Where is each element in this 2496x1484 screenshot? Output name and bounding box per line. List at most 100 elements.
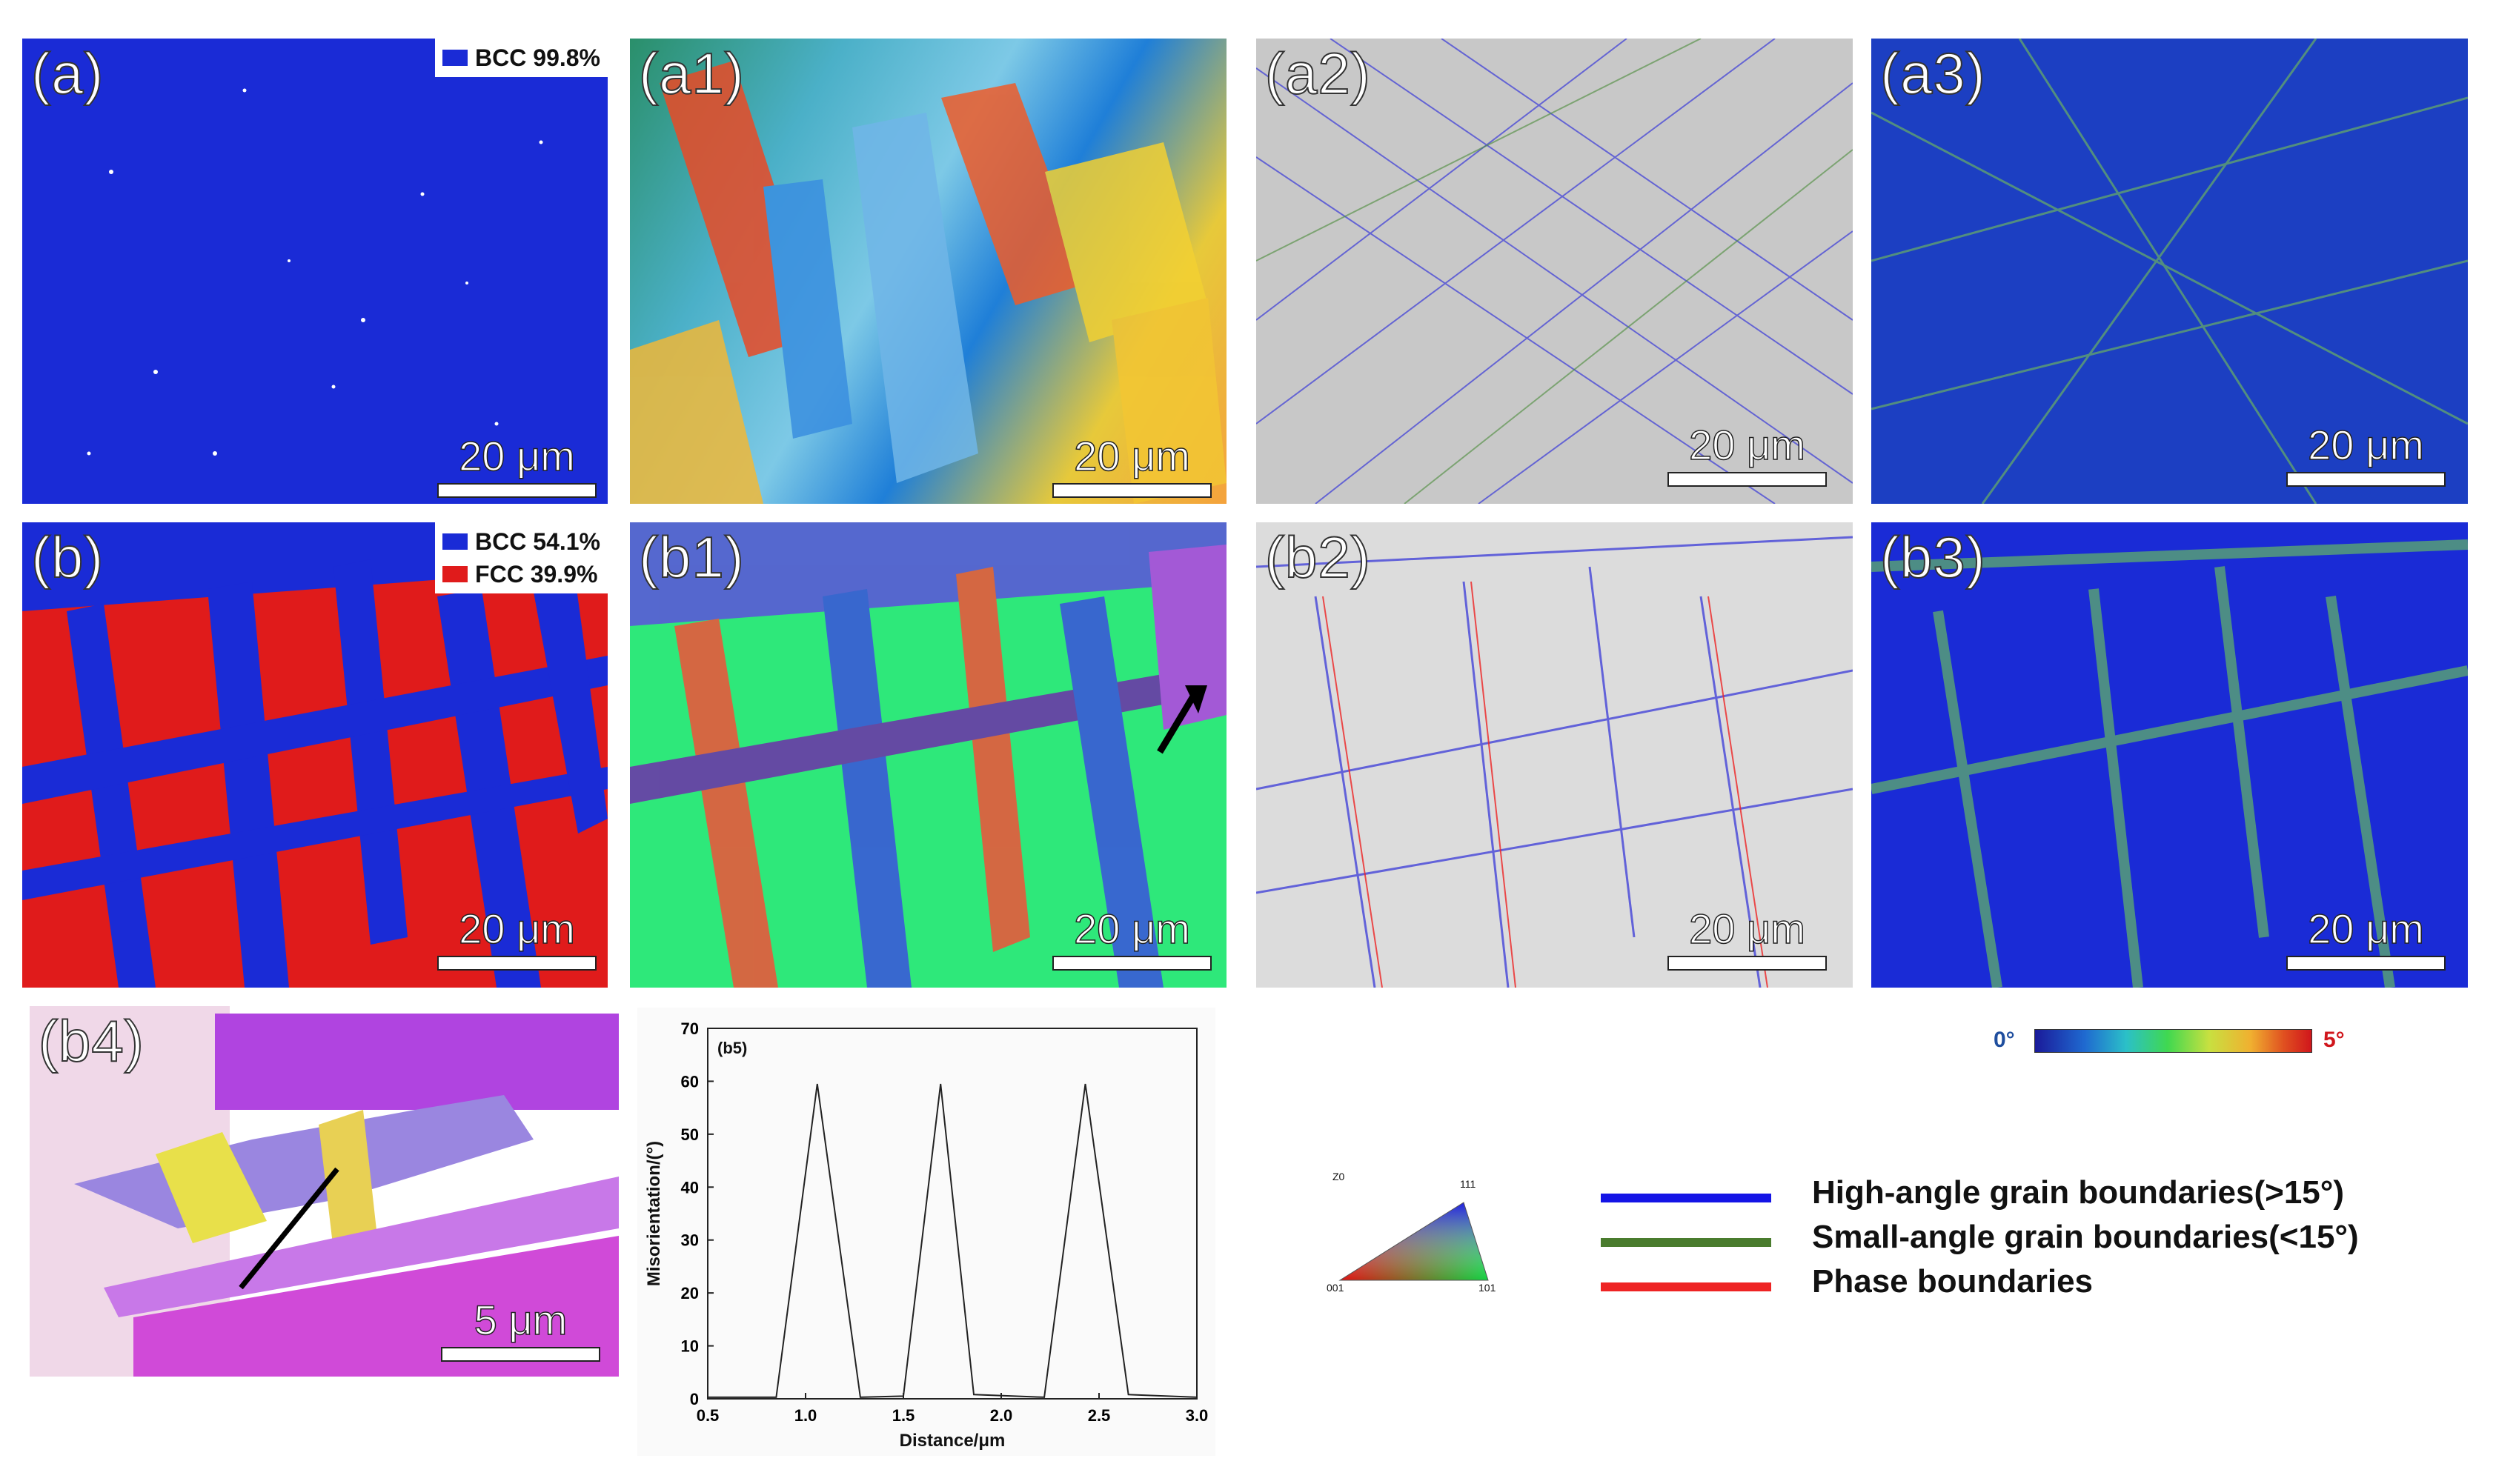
scale-bar-line <box>437 483 597 498</box>
x-axis-label: Distance/μm <box>900 1431 1006 1451</box>
panel-label: (a2) <box>1264 40 1371 107</box>
panel-b1-ipf-map: (b1) 20 μm <box>630 522 1227 988</box>
scale-bar-line <box>1052 956 1212 971</box>
legend-entry-bcc: BCC 54.1% <box>442 525 600 558</box>
y-tick-label: 0 <box>690 1390 699 1408</box>
y-tick-label: 10 <box>681 1337 699 1356</box>
ipf-key-101-label: 101 <box>1478 1282 1496 1294</box>
panel-b3-kam-map: (b3) 20 μm <box>1871 522 2468 988</box>
scale-bar-line <box>1052 483 1212 498</box>
legend-label: BCC 54.1% <box>475 528 600 555</box>
panel-label: (b3) <box>1879 524 1986 590</box>
chart-b5-misorientation: (b5) 0.5 1.0 1.5 2.0 2.5 3.0 010203040506070 … <box>637 1008 1215 1456</box>
x-tick-label: 1.0 <box>794 1406 817 1425</box>
legend-swatch <box>442 50 468 66</box>
legend-label: FCC 39.9% <box>475 560 598 588</box>
y-tick-label: 30 <box>681 1231 699 1250</box>
boundary-texture <box>1256 536 1853 988</box>
scale-bar: 20 μm <box>437 896 597 971</box>
x-tick-label: 2.0 <box>990 1406 1013 1425</box>
y-tick-label: 20 <box>681 1284 699 1302</box>
scale-bar-label: 20 μm <box>1073 432 1190 480</box>
panel-label: (a) <box>30 40 104 107</box>
y-axis-label: Misorientation/(°) <box>644 1141 664 1286</box>
arrow-icon <box>1157 685 1207 754</box>
ipf-texture <box>630 61 1227 504</box>
legend-label: BCC 99.8% <box>475 44 600 71</box>
panel-label: (b) <box>30 524 104 590</box>
panel-label: (b2) <box>1264 524 1371 590</box>
scale-bar-label: 20 μm <box>458 432 575 480</box>
scale-bar: 20 μm <box>1052 424 1212 498</box>
chart-title: (b5) <box>717 1039 747 1057</box>
y-tick-label: 70 <box>681 1019 699 1038</box>
phase-map-b-laths <box>22 522 608 988</box>
scale-bar-label: 20 μm <box>1073 905 1190 953</box>
legend-entry-bcc: BCC 99.8% <box>442 41 600 74</box>
legend-entry-small-angle: Small-angle grain boundaries(<15°) <box>1601 1219 2490 1263</box>
scale-bar: 20 μm <box>1052 896 1212 971</box>
legend-label: High-angle grain boundaries(>15°) <box>1812 1174 2345 1211</box>
x-tick-label: 1.5 <box>892 1406 915 1425</box>
legend-line-phase <box>1601 1282 1771 1291</box>
scale-bar-line <box>441 1347 600 1362</box>
scale-bar: 20 μm <box>2286 896 2446 971</box>
y-tick-label: 50 <box>681 1125 699 1144</box>
scale-bar-line <box>437 956 597 971</box>
legend-entry-fcc: FCC 39.9% <box>442 558 600 590</box>
panel-b-phase-map: (b) BCC 54.1% FCC 39.9% 20 μm <box>22 522 608 988</box>
ipf-color-key: Z0 111 001 101 <box>1327 1171 1512 1319</box>
phase-legend: BCC 99.8% <box>435 39 608 77</box>
boundary-texture <box>1256 39 1853 504</box>
panel-b4-ipf-zoom: (b4) 5 μm <box>30 1006 619 1377</box>
kam-texture <box>1871 39 2468 504</box>
panel-a2-boundary-map: (a2) 20 μm <box>1256 39 1853 504</box>
panel-a-phase-map: (a) BCC 99.8% 20 μm <box>22 39 608 504</box>
kam-color-bar <box>2034 1029 2312 1053</box>
ipf-zoom-texture <box>30 1006 619 1377</box>
scale-bar: 20 μm <box>437 424 597 498</box>
panel-a3-kam-map: (a3) 20 μm <box>1871 39 2468 504</box>
ipf-key-z-label: Z0 <box>1332 1171 1345 1182</box>
panel-label: (b1) <box>638 524 745 590</box>
scale-bar: 5 μm <box>441 1288 600 1362</box>
ipf-key-001-label: 001 <box>1327 1282 1344 1294</box>
legend-entry-phase: Phase boundaries <box>1601 1263 2490 1308</box>
x-tick-label: 2.5 <box>1088 1406 1111 1425</box>
panel-b2-boundary-map: (b2) 20 μm <box>1256 522 1853 988</box>
legend-label: Phase boundaries <box>1812 1263 2094 1300</box>
x-tick-label: 3.0 <box>1186 1406 1209 1425</box>
scale-bar-line <box>1667 956 1827 971</box>
scale-bar: 20 μm <box>2286 413 2446 487</box>
legend-line-high-angle <box>1601 1194 1771 1202</box>
scale-bar-line <box>2286 472 2446 487</box>
kam-scale-min-label: 0° <box>1994 1028 2015 1052</box>
series-line <box>708 1083 1198 1398</box>
y-tick-label: 40 <box>681 1178 699 1197</box>
phase-map-a-speckles <box>87 88 543 456</box>
panel-label: (b4) <box>38 1008 145 1074</box>
scale-bar: 20 μm <box>1667 413 1827 487</box>
panel-label: (a3) <box>1879 40 1986 107</box>
y-tick-label: 60 <box>681 1072 699 1091</box>
scale-bar-label: 20 μm <box>2307 421 2424 469</box>
scale-bar-line <box>1667 472 1827 487</box>
legend-swatch <box>442 566 468 582</box>
panel-label: (a1) <box>638 40 745 107</box>
scale-bar-label: 20 μm <box>458 905 575 953</box>
kam-scale-max-label: 5° <box>2323 1028 2345 1052</box>
line-scan-marker <box>239 1167 339 1290</box>
scale-bar: 20 μm <box>1667 896 1827 971</box>
scale-bar-label: 20 μm <box>1688 421 1805 469</box>
scale-bar-line <box>2286 956 2446 971</box>
legend-entry-high-angle: High-angle grain boundaries(>15°) <box>1601 1174 2490 1219</box>
legend-swatch <box>442 533 468 550</box>
panel-a1-ipf-map: (a1) 20 μm <box>630 39 1227 504</box>
phase-legend: BCC 54.1% FCC 39.9% <box>435 522 608 593</box>
kam-texture <box>1871 539 2468 988</box>
ipf-key-111-label: 111 <box>1460 1178 1476 1190</box>
legend-line-small-angle <box>1601 1238 1771 1247</box>
scale-bar-label: 20 μm <box>2307 905 2424 953</box>
kam-color-scale: 0° 5° <box>1994 1026 2349 1063</box>
scale-bar-label: 5 μm <box>474 1296 568 1344</box>
